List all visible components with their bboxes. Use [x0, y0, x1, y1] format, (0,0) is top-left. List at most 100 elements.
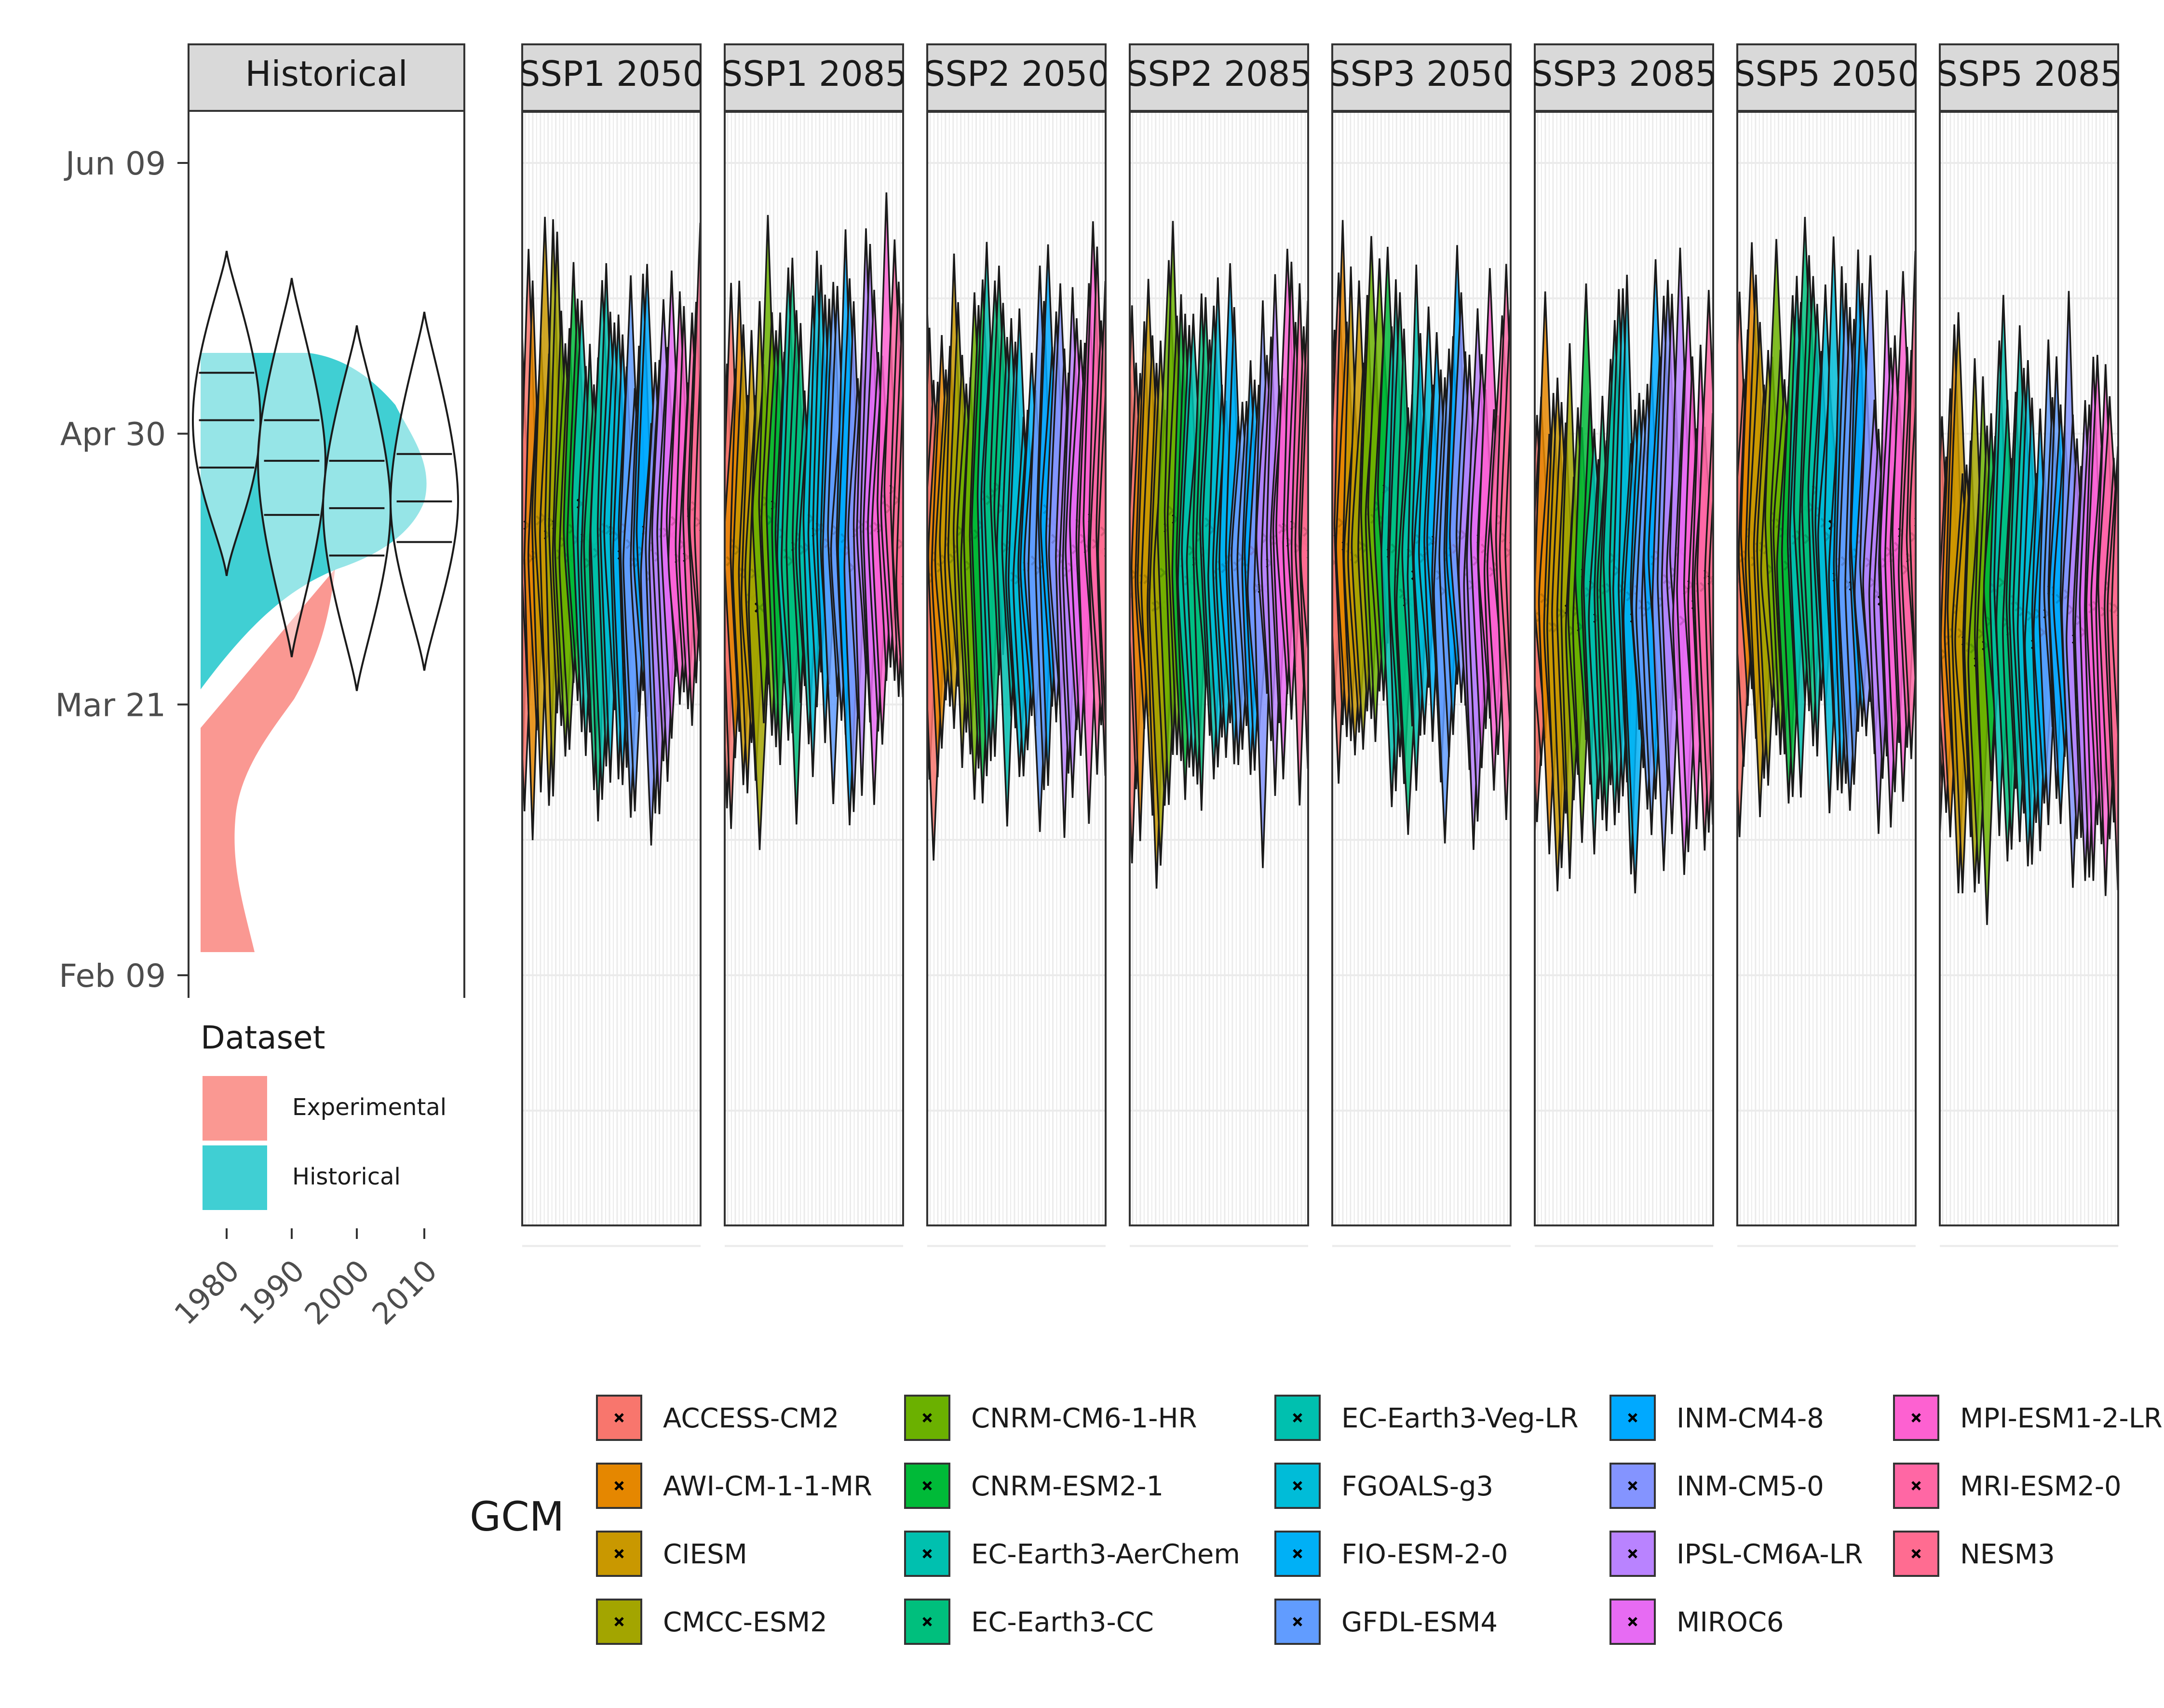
gcm-legend-label: EC-Earth3-CC	[971, 1607, 1154, 1638]
gcm-violin-nesm3	[693, 345, 701, 666]
gcm-legend-label: INM-CM5-0	[1677, 1471, 1824, 1502]
historical-violin-2010	[389, 311, 460, 671]
density-experimental	[201, 569, 335, 952]
gcm-legend-item: AWI-CM-1-1-MR	[596, 1463, 872, 1509]
gcm-violin-nesm3	[2110, 428, 2118, 751]
gcm-legend-label: GFDL-ESM4	[1341, 1607, 1498, 1638]
legend-label-experimental: Experimental	[292, 1094, 446, 1121]
gcm-legend-item: CNRM-ESM2-1	[904, 1463, 1163, 1509]
facet-strip-label: SSP3 2050	[1328, 54, 1515, 94]
x-tick-label: 1980	[167, 1253, 246, 1331]
gcm-legend-marker	[614, 1617, 624, 1627]
violin-layer	[191, 251, 460, 691]
facet-strip	[1331, 43, 1512, 112]
gcm-legend-marker	[614, 1413, 624, 1423]
facet-violins	[927, 221, 1106, 861]
gcm-legend-marker	[614, 1549, 624, 1559]
gcm-legend-marker	[1628, 1549, 1637, 1559]
gcm-legend-label: FIO-ESM-2-0	[1341, 1539, 1508, 1570]
facet-violins	[1737, 216, 1916, 837]
gcm-legend-item: MRI-ESM2-0	[1893, 1463, 2122, 1509]
y-tick-label: Apr 30	[60, 416, 166, 453]
gcm-legend-label: MIROC6	[1677, 1607, 1784, 1638]
legend-swatch-experimental	[203, 1076, 267, 1141]
gcm-legend-item: NESM3	[1893, 1531, 2055, 1577]
gcm-legend-label: FGOALS-g3	[1341, 1471, 1493, 1502]
gcm-violin-nesm3	[1708, 484, 1713, 742]
gcm-legend-marker	[1293, 1413, 1302, 1423]
gcm-violin-nesm3	[1097, 377, 1106, 742]
gcm-legend-items: ACCESS-CM2 AWI-CM-1-1-MR CIESM CMCC-ESM2 CNR…	[596, 1395, 2163, 1645]
gcm-legend-item: EC-Earth3-Veg-LR	[1274, 1395, 1579, 1441]
facet-strip	[521, 43, 702, 112]
gcm-legend-label: ACCESS-CM2	[663, 1403, 839, 1434]
gcm-legend-label: EC-Earth3-AerChem	[971, 1539, 1240, 1570]
gcm-legend-marker	[1911, 1481, 1921, 1491]
facet-strip	[926, 43, 1107, 112]
dataset-legend: Dataset Experimental Historical	[201, 1019, 446, 1210]
gcm-legend-marker	[922, 1413, 932, 1423]
gcm-legend-marker	[1293, 1617, 1302, 1627]
gcm-legend-item: GFDL-ESM4	[1274, 1599, 1498, 1645]
gcm-legend-marker	[1628, 1617, 1637, 1627]
y-tick-label: Feb 09	[59, 957, 166, 995]
gcm-legend-label: AWI-CM-1-1-MR	[663, 1471, 872, 1502]
gcm-legend-swatch	[1893, 1463, 1939, 1509]
gcm-legend-label: MPI-ESM1-2-LR	[1960, 1403, 2163, 1434]
gcm-legend-item: INM-CM5-0	[1609, 1463, 1824, 1509]
gcm-legend-label: INM-CM4-8	[1677, 1403, 1824, 1434]
gcm-legend-marker	[922, 1549, 932, 1559]
facet-strip-label: SSP2 2085	[1126, 54, 1312, 94]
gcm-legend-item: CIESM	[596, 1531, 747, 1577]
facet-violins	[1130, 221, 1308, 889]
historical-violin-1980	[191, 251, 262, 576]
gcm-legend-item: FGOALS-g3	[1274, 1463, 1493, 1509]
facet-violins	[1332, 220, 1511, 850]
facet-ssp2-2085: SSP2 2085	[1126, 43, 1312, 1247]
gcm-legend-item: FIO-ESM-2-0	[1274, 1531, 1508, 1577]
gcm-legend-swatch	[596, 1395, 642, 1441]
gcm-legend-swatch	[1609, 1463, 1656, 1509]
gcm-legend-item: INM-CM4-8	[1609, 1395, 1824, 1441]
facet-strip-label: SSP3 2085	[1531, 54, 1718, 94]
facet-strip	[1939, 43, 2119, 112]
gcm-legend-label: MRI-ESM2-0	[1960, 1471, 2122, 1502]
facet-strip	[1534, 43, 1714, 112]
facet-strip-label: SSP2 2050	[923, 54, 1110, 94]
gcm-legend-marker	[1911, 1549, 1921, 1559]
gcm-legend-item: EC-Earth3-CC	[904, 1599, 1154, 1645]
facet-strip	[1129, 43, 1309, 112]
gcm-legend-marker	[922, 1617, 932, 1627]
gcm-legend-marker	[1911, 1413, 1921, 1423]
facet-ssp2-2050: SSP2 2050	[923, 43, 1110, 1247]
gcm-legend-marker	[1293, 1549, 1302, 1559]
gcm-legend-item: CMCC-ESM2	[596, 1599, 827, 1645]
gcm-legend-label: CIESM	[663, 1539, 747, 1570]
gcm-legend-item: IPSL-CM6A-LR	[1609, 1531, 1863, 1577]
y-tick-label: Jun 09	[64, 145, 166, 182]
facet-strip-label: SSP5 2050	[1733, 54, 1920, 94]
gcm-legend-swatch	[596, 1599, 642, 1645]
facet-ssp1-2085: SSP1 2085	[721, 43, 907, 1247]
facet-ssp5-2085: SSP5 2085	[1936, 43, 2123, 1247]
gcm-legend-item: CNRM-CM6-1-HR	[904, 1395, 1197, 1441]
y-axis-ticks: Jun 09 Apr 30 Mar 21 Feb 09	[55, 145, 189, 995]
x-tick-label: 2000	[298, 1253, 376, 1331]
x-tick-label: 1990	[232, 1253, 311, 1331]
x-tick-label: 2010	[365, 1253, 444, 1331]
facet-ssp5-2050: SSP5 2050	[1733, 43, 1920, 1247]
facet-strip-label: SSP5 2085	[1936, 54, 2123, 94]
gcm-legend-title: GCM	[470, 1493, 564, 1540]
facet-violins	[1940, 291, 2118, 925]
gcm-legend-label: EC-Earth3-Veg-LR	[1341, 1403, 1579, 1434]
gcm-violin-nesm3	[1299, 335, 1308, 660]
gcm-legend-item: EC-Earth3-AerChem	[904, 1531, 1240, 1577]
gcm-legend-item: MPI-ESM1-2-LR	[1893, 1395, 2163, 1441]
facet-strip-label: SSP1 2085	[721, 54, 907, 94]
gcm-legend-marker	[1293, 1481, 1302, 1491]
gcm-legend-marker	[922, 1481, 932, 1491]
gcm-legend-label: CNRM-ESM2-1	[971, 1471, 1163, 1502]
facet-ssp3-2050: SSP3 2050	[1328, 43, 1515, 1247]
dataset-legend-title: Dataset	[201, 1019, 325, 1056]
